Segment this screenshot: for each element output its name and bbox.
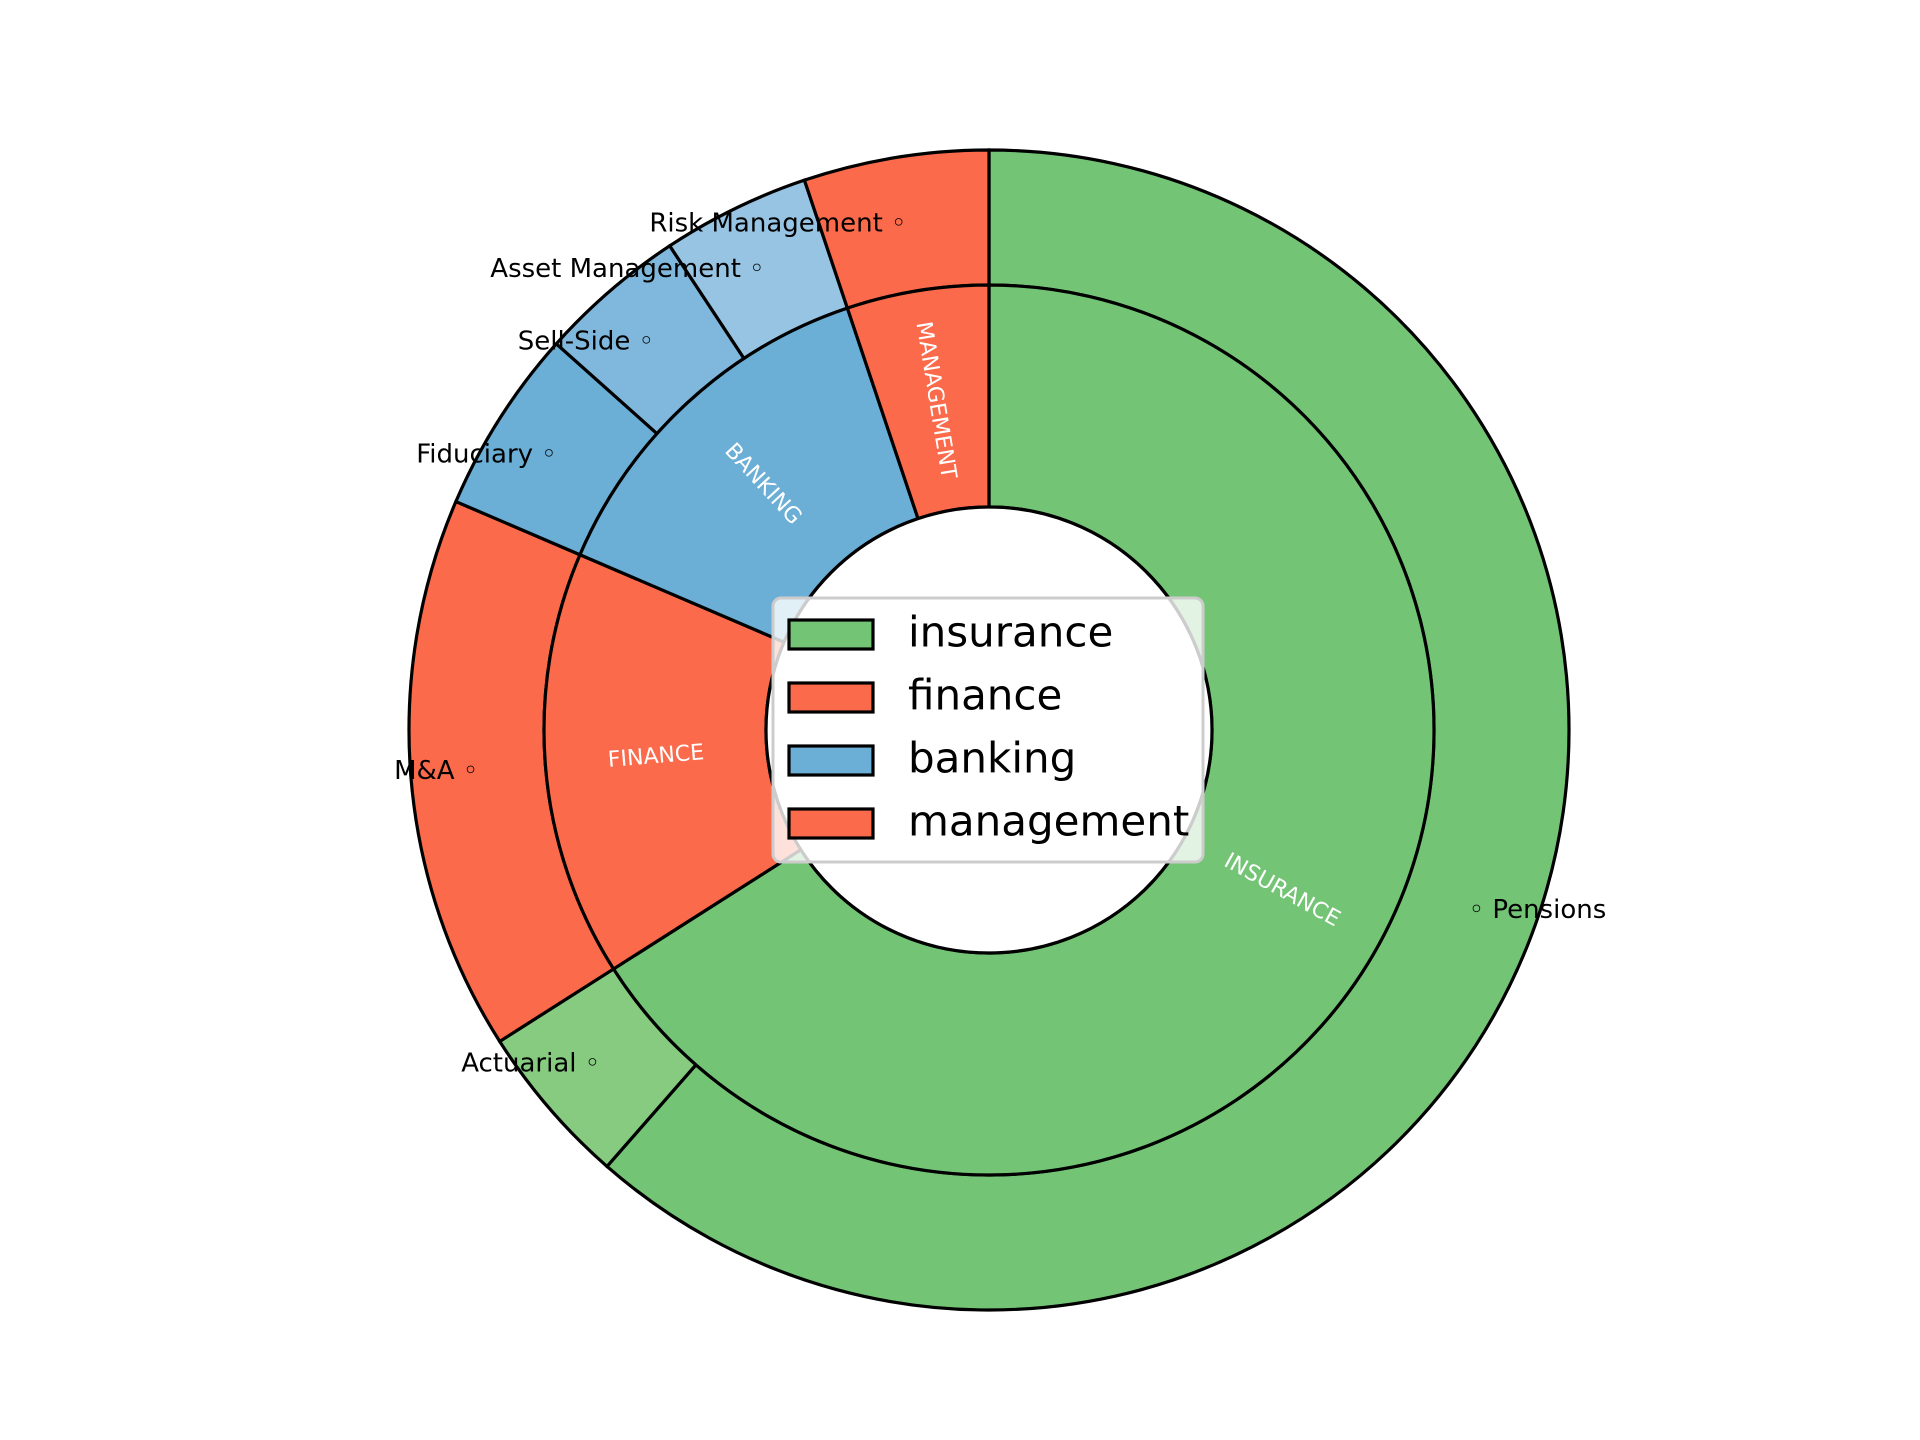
legend-swatch-management [787, 807, 875, 840]
legend-label-insurance: insurance [908, 608, 1113, 657]
outer-label-asset-management: Asset Management ◦ [490, 254, 764, 284]
legend-swatch-insurance [787, 618, 875, 651]
outer-label-sell-side: Sell-Side ◦ [518, 327, 654, 357]
legend-label-banking: banking [908, 734, 1076, 783]
legend-label-management: management [908, 797, 1189, 846]
legend-swatch-banking [787, 744, 875, 777]
legend-label-finance: finance [908, 671, 1062, 720]
outer-label-risk-management: Risk Management ◦ [649, 209, 906, 239]
legend: insurance finance banking management [771, 596, 1205, 864]
outer-label-fiduciary: Fiduciary ◦ [416, 439, 556, 469]
legend-swatch-finance [787, 681, 875, 714]
outer-label-pensions: ◦ Pensions [1469, 895, 1607, 925]
outer-label-manda: M&A ◦ [394, 756, 478, 786]
legend-frame [771, 596, 1205, 864]
outer-labels: ◦ Pensions Actuarial ◦ M&A ◦ Fiduciary ◦ Sel… [394, 209, 1606, 1079]
outer-label-actuarial: Actuarial ◦ [461, 1048, 600, 1078]
